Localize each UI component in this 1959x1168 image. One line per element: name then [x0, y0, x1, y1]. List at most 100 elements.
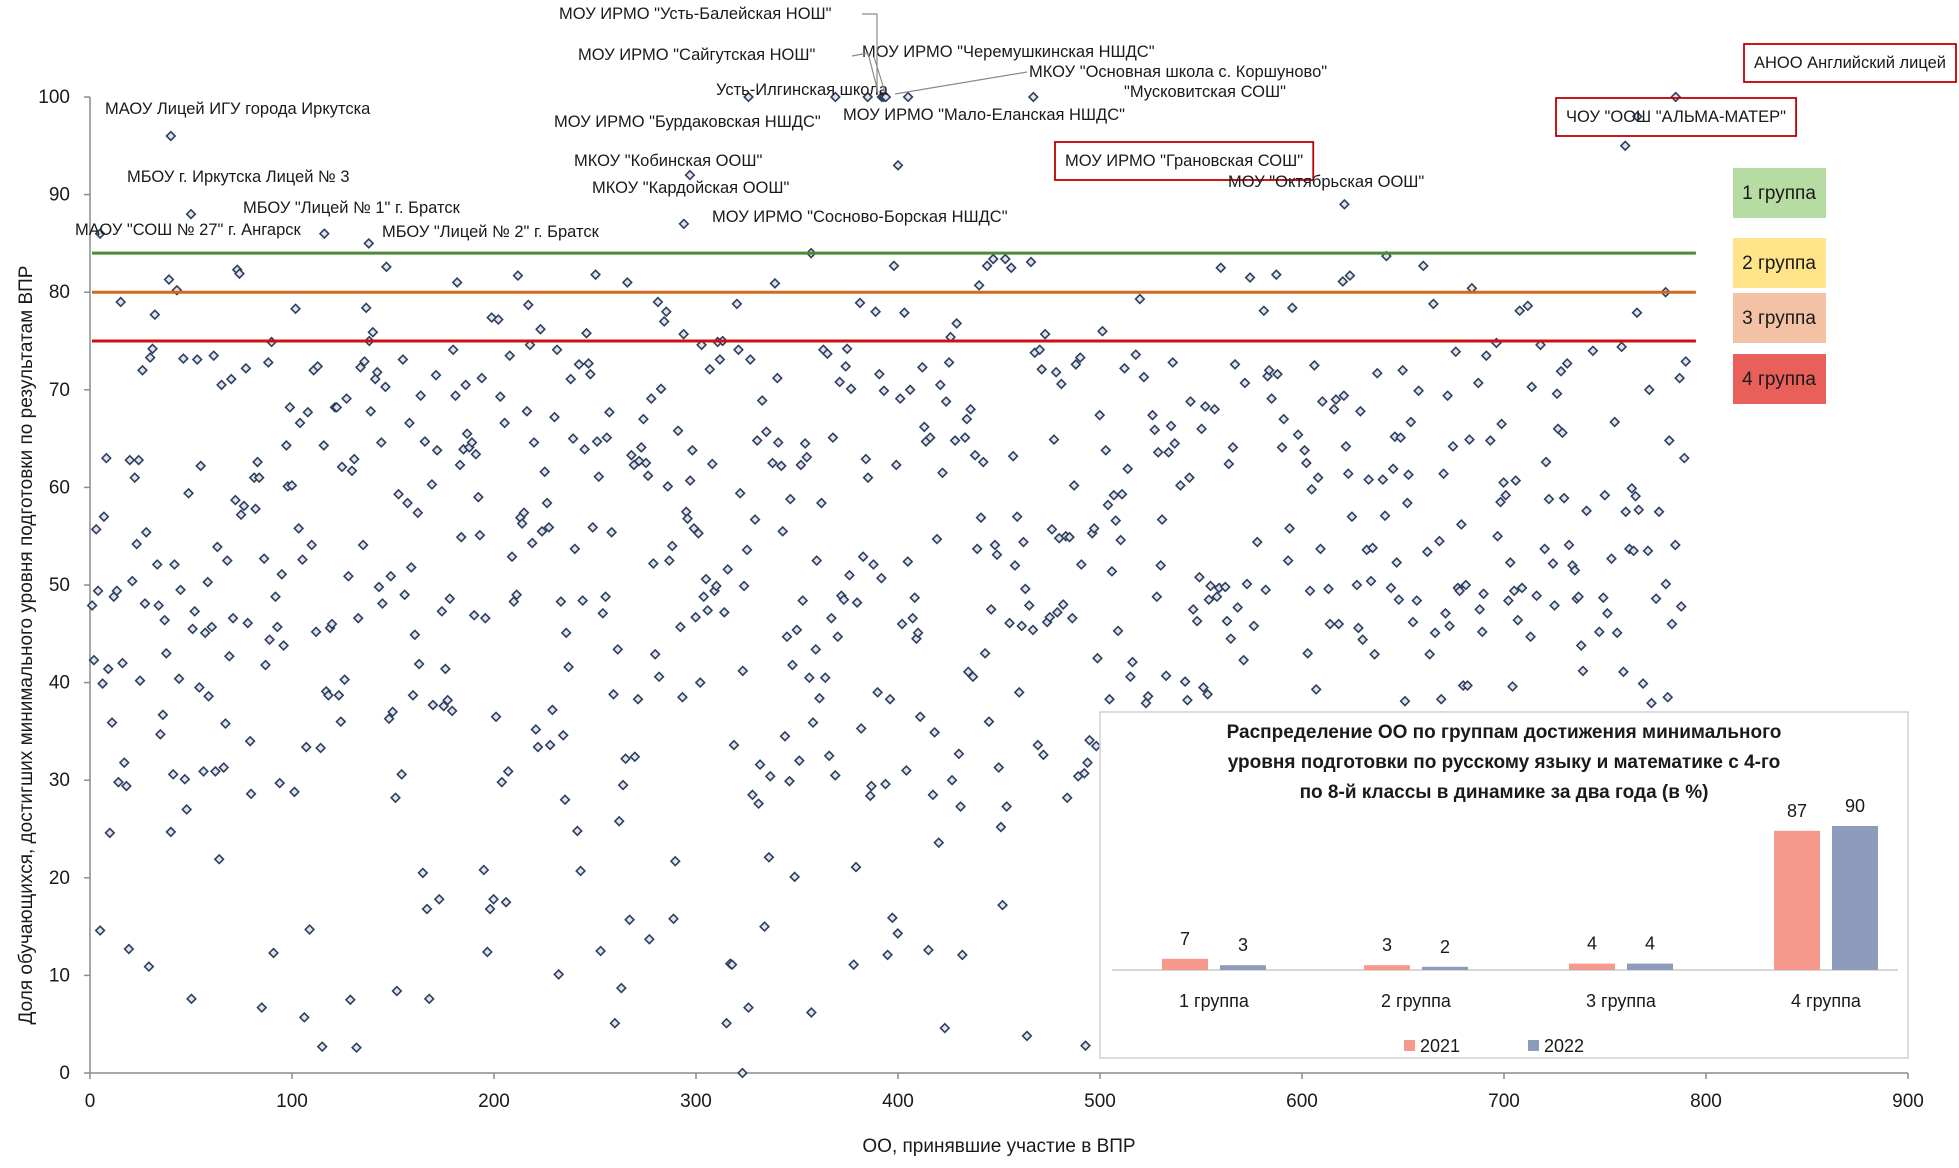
scatter-point: [1385, 582, 1397, 594]
scatter-point: [1337, 276, 1349, 287]
x-tick-label: 900: [1892, 1091, 1924, 1112]
scatter-point: [857, 551, 869, 563]
scatter-point: [975, 512, 987, 524]
inset-bar: [1220, 965, 1266, 970]
scatter-point: [1116, 488, 1128, 500]
inset-bar: [1627, 963, 1673, 970]
scatter-point: [111, 585, 123, 597]
scatter-point: [86, 600, 98, 611]
scatter-point: [870, 306, 882, 318]
scatter-point: [662, 480, 674, 492]
scatter-point: [181, 804, 193, 815]
scatter-point: [1183, 472, 1195, 484]
scatter-point: [359, 356, 370, 367]
scatter-point: [1011, 511, 1023, 523]
inset-bar-chart: Распределение ОО по группам достижения м…: [1099, 711, 1909, 1059]
scatter-point: [202, 576, 214, 588]
scatter-point: [760, 426, 772, 438]
scatter-point: [1597, 592, 1609, 604]
scatter-point: [658, 316, 670, 327]
scatter-point: [896, 618, 908, 630]
scatter-point: [1272, 368, 1283, 380]
annotation-box: [1054, 141, 1315, 181]
scatter-point: [1241, 578, 1253, 590]
scatter-point: [591, 436, 603, 447]
scatter-point: [1205, 580, 1216, 592]
scatter-point: [154, 728, 166, 740]
scatter-point: [1304, 585, 1316, 597]
scatter-point: [1324, 618, 1336, 630]
scatter-point: [693, 527, 704, 539]
scatter-point: [882, 949, 893, 961]
scatter-point: [1286, 302, 1298, 314]
scatter-point: [344, 994, 356, 1006]
scatter-point: [1064, 531, 1075, 543]
scatter-point: [221, 555, 233, 567]
y-tick-label: 100: [38, 87, 70, 108]
scatter-point: [956, 949, 968, 961]
scatter-point: [208, 350, 220, 362]
scatter-point: [536, 525, 548, 537]
scatter-point: [185, 208, 197, 220]
scatter-point: [1223, 458, 1235, 470]
scatter-point: [1575, 640, 1587, 651]
scatter-point: [793, 755, 805, 767]
scatter-point: [526, 537, 538, 549]
scatter-point: [532, 741, 544, 753]
inset-bar: [1832, 826, 1878, 970]
scatter-point: [922, 944, 934, 956]
scatter-point: [484, 903, 496, 915]
scatter-point: [102, 663, 114, 675]
scatter-point: [466, 437, 478, 448]
scatter-point: [810, 643, 822, 655]
scatter-point: [1367, 542, 1379, 554]
scatter-point: [969, 449, 981, 461]
scatter-point: [1036, 363, 1048, 375]
scatter-point: [721, 1017, 732, 1029]
scatter-point: [1124, 671, 1136, 683]
scatter-point: [1363, 474, 1375, 486]
scatter-point: [1092, 652, 1103, 664]
scatter-point: [486, 312, 498, 324]
scatter-point: [460, 379, 472, 391]
scatter-point: [890, 459, 902, 471]
scatter-point: [811, 555, 823, 567]
scatter-point: [1630, 490, 1642, 502]
scatter-point: [451, 277, 463, 288]
scatter-point: [1302, 647, 1314, 659]
scatter-point: [743, 1002, 754, 1014]
scatter-point: [1232, 602, 1244, 613]
scatter-point: [851, 597, 863, 608]
scatter-point: [993, 762, 1005, 773]
inset-bar: [1162, 958, 1208, 970]
scatter-point: [1379, 510, 1391, 522]
scatter-point: [702, 604, 714, 616]
scatter-point: [419, 436, 431, 447]
scatter-point: [1397, 364, 1409, 376]
scatter-point: [1151, 591, 1163, 603]
scatter-point: [1276, 441, 1288, 453]
scatter-point: [939, 1022, 951, 1034]
scatter-point: [478, 864, 490, 876]
scatter-point: [397, 354, 409, 365]
scatter-point: [1561, 358, 1573, 369]
scatter-point: [1191, 615, 1203, 627]
scatter-point: [1019, 583, 1031, 595]
scatter-point: [595, 945, 607, 957]
scatter-point: [1061, 792, 1073, 804]
inset-title-line: Распределение ОО по группам достижения м…: [1227, 722, 1782, 743]
scatter-point: [615, 982, 627, 994]
scatter-point: [276, 568, 288, 580]
scatter-point: [557, 729, 569, 741]
scatter-point: [522, 299, 534, 311]
scatter-point: [677, 691, 688, 703]
scatter-point: [898, 307, 910, 319]
scatter-point: [271, 621, 283, 633]
scatter-point: [669, 855, 681, 867]
scatter-point: [1165, 420, 1177, 432]
y-tick-label: 20: [49, 868, 70, 889]
scatter-point: [1110, 515, 1122, 527]
scatter-point: [97, 678, 109, 690]
scatter-point: [710, 580, 722, 592]
scatter-point: [98, 511, 110, 523]
